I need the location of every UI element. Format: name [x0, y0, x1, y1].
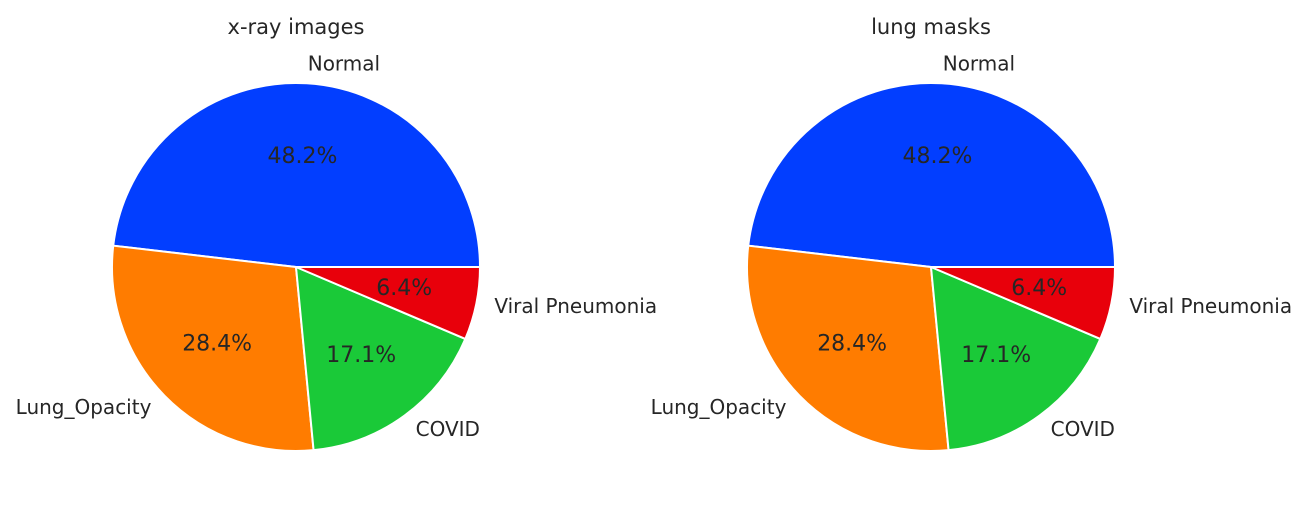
- category-label-normal: Normal: [943, 51, 1015, 75]
- category-label-lung-opacity: Lung_Opacity: [651, 395, 787, 419]
- category-label-lung-opacity: Lung_Opacity: [16, 395, 152, 419]
- pie-slice-viral-pneumonia: [295, 266, 481, 340]
- pie-chart-xray-images: x-ray images 48.2% Normal 28.4% Lung_Opacity…: [16, 15, 657, 452]
- pct-label-lung-opacity: 28.4%: [182, 331, 252, 356]
- chart-title: x-ray images: [228, 15, 365, 39]
- category-label-covid: COVID: [416, 417, 480, 441]
- pie-chart-lung-masks: lung masks 48.2% Normal 28.4% Lung_Opacity 17…: [651, 15, 1292, 452]
- category-label-normal: Normal: [308, 51, 380, 75]
- pie-slice-viral-pneumonia: [930, 266, 1116, 340]
- category-label-viral-pneumonia: Viral Pneumonia: [1129, 294, 1292, 318]
- pct-label-normal: 48.2%: [267, 144, 337, 169]
- pie-slice-covid: [295, 266, 467, 452]
- pct-label-normal: 48.2%: [902, 144, 972, 169]
- pie-slice-lung-opacity: [746, 244, 950, 452]
- category-label-viral-pneumonia: Viral Pneumonia: [494, 294, 657, 318]
- pie-slice-lung-opacity: [111, 244, 315, 452]
- pct-label-covid: 17.1%: [326, 343, 396, 368]
- pie-slice-normal: [747, 81, 1116, 268]
- pct-label-viral-pneumonia: 6.4%: [376, 276, 432, 301]
- category-label-covid: COVID: [1051, 417, 1115, 441]
- chart-title: lung masks: [871, 15, 991, 39]
- pie-slice-normal: [112, 81, 481, 268]
- pie-slice-covid: [930, 266, 1102, 452]
- pct-label-covid: 17.1%: [961, 343, 1031, 368]
- pct-label-viral-pneumonia: 6.4%: [1011, 276, 1067, 301]
- pct-label-lung-opacity: 28.4%: [817, 331, 887, 356]
